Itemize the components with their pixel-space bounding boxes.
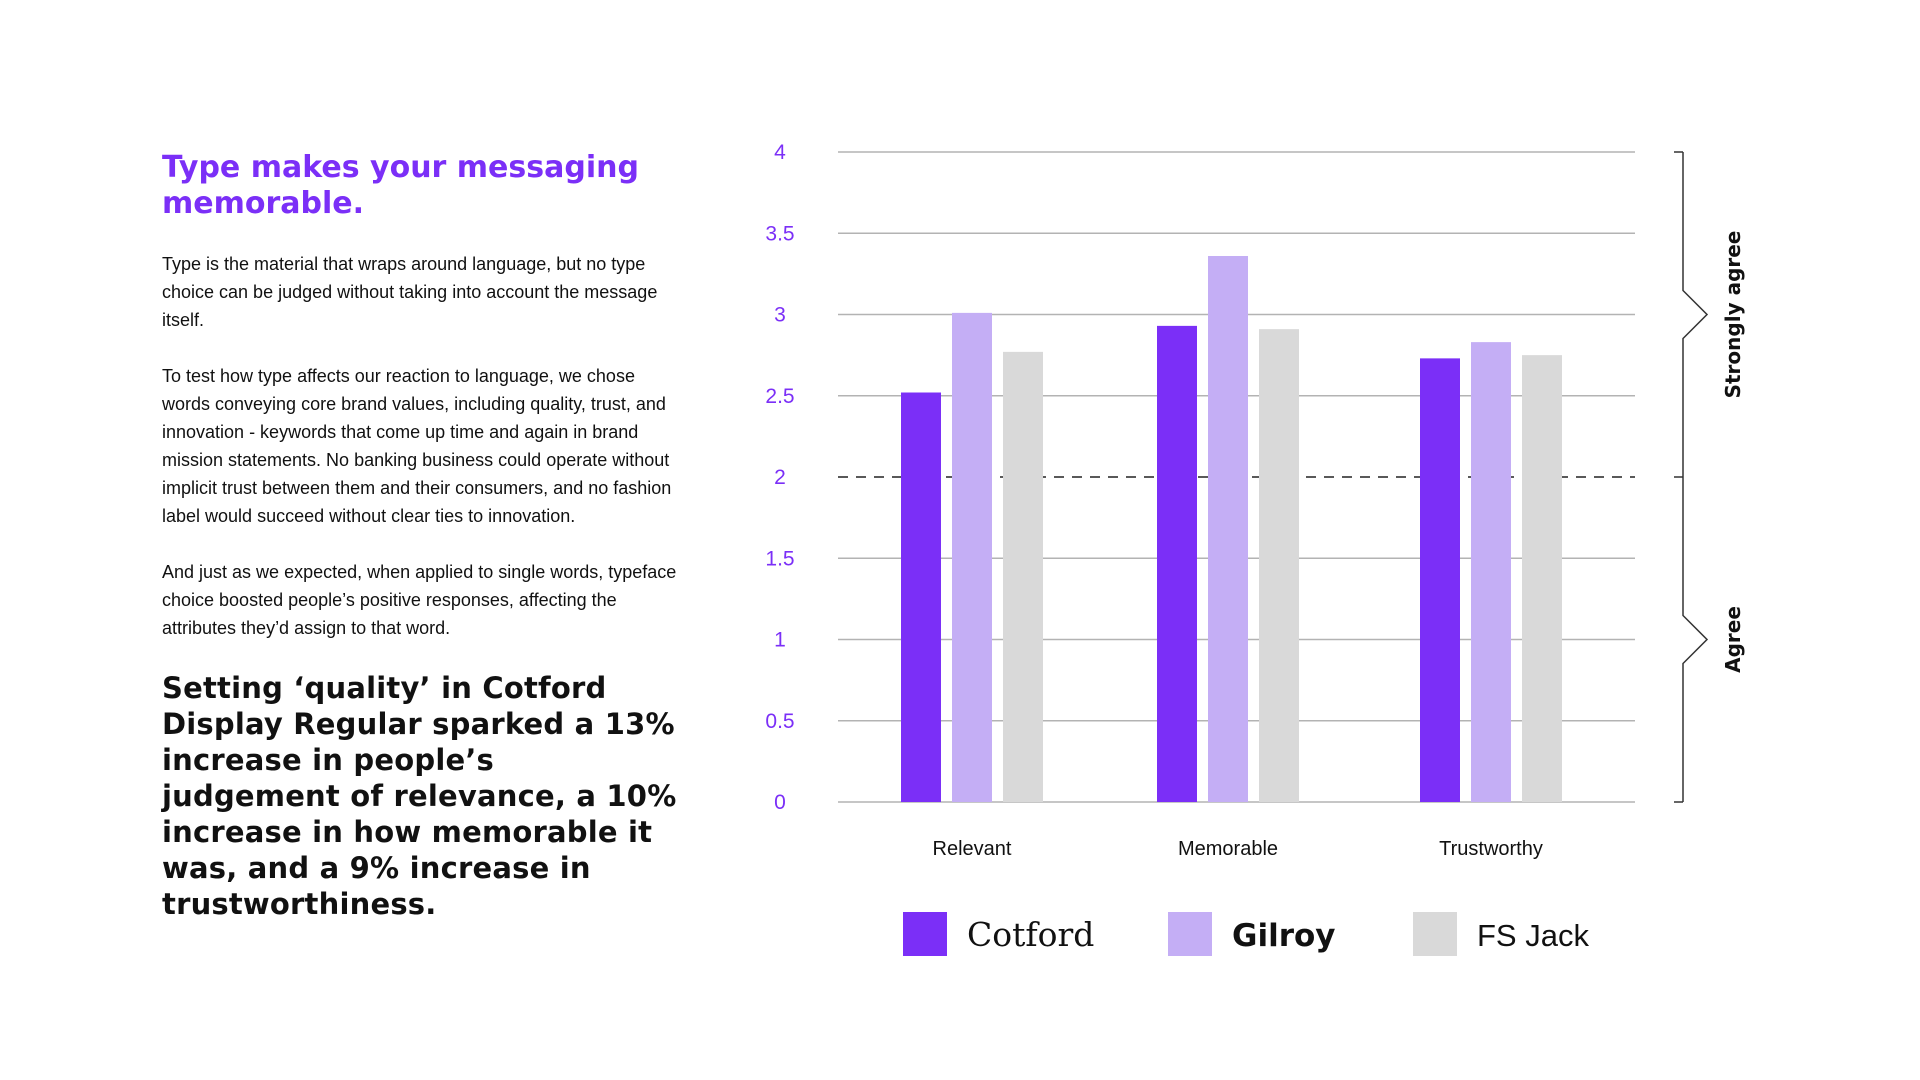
bar-cotford-memorable xyxy=(1157,325,1197,802)
body-paragraph-3: And just as we expected, when applied to… xyxy=(162,562,677,638)
bar-fs-jack-relevant xyxy=(1003,351,1043,802)
y-tick-label: 3.5 xyxy=(765,222,794,245)
y-tick-label: 4 xyxy=(774,141,786,164)
x-category-label: Trustworthy xyxy=(1439,838,1543,860)
legend-swatch xyxy=(1413,912,1457,956)
legend-label: Gilroy xyxy=(1232,918,1336,954)
callout-statement: Setting ‘quality’ in Cotford Display Reg… xyxy=(162,671,677,921)
bracket-agree xyxy=(1682,477,1709,802)
y-tick-label: 2.5 xyxy=(765,385,794,408)
legend-swatch xyxy=(1168,912,1212,956)
bracket-strongly-agree xyxy=(1682,152,1709,477)
y-tick-label: 1 xyxy=(774,629,786,652)
bar-gilroy-memorable xyxy=(1208,256,1248,802)
headline: Type makes your messaging memorable. xyxy=(162,150,639,221)
bracket-label: Strongly agree xyxy=(1721,231,1745,399)
legend-label: Cotford xyxy=(967,915,1094,954)
y-tick-label: 0 xyxy=(774,791,786,814)
y-tick-label: 1.5 xyxy=(765,547,794,570)
body-paragraph-2: To test how type affects our reaction to… xyxy=(162,366,672,526)
x-category-label: Relevant xyxy=(933,838,1012,860)
y-tick-label: 0.5 xyxy=(765,710,794,733)
text-column: Type makes your messaging memorable. Typ… xyxy=(162,150,682,922)
legend-label: FS Jack xyxy=(1477,918,1589,953)
body-paragraph-1: Type is the material that wraps around l… xyxy=(162,254,658,330)
bar-gilroy-relevant xyxy=(952,312,992,802)
bar-cotford-trustworthy xyxy=(1420,358,1460,802)
x-category-label: Memorable xyxy=(1178,838,1278,860)
y-tick-label: 2 xyxy=(774,466,786,489)
bar-fs-jack-trustworthy xyxy=(1522,355,1562,802)
bar-cotford-relevant xyxy=(901,392,941,802)
bar-fs-jack-memorable xyxy=(1259,329,1299,802)
bracket-label: Agree xyxy=(1721,606,1745,673)
y-tick-label: 3 xyxy=(774,304,786,327)
legend-swatch xyxy=(903,912,947,956)
bar-gilroy-trustworthy xyxy=(1471,342,1511,802)
